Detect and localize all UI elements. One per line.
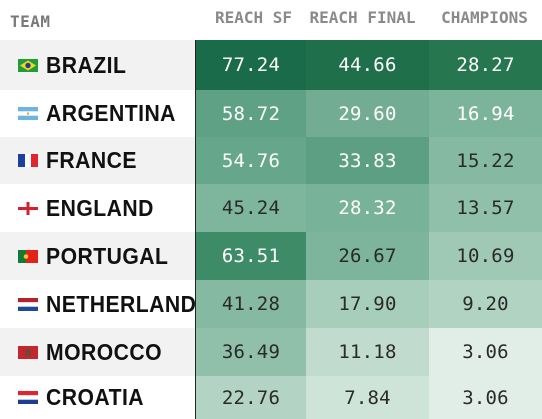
value-cell: 41.28 [196,280,306,328]
value-cell: 36.49 [196,328,306,376]
value-cell: 22.76 [196,376,306,419]
value-cell: 15.22 [429,137,542,184]
team-name: BRAZIL [46,51,127,78]
header-reach-sf: REACH SF [214,8,293,27]
netherlands-flag-icon [18,297,38,311]
argentina-flag-icon [18,107,38,120]
value-cell: 63.51 [196,232,306,280]
team-row: ENGLAND [0,184,195,232]
team-name: ENGLAND [46,194,154,221]
croatia-flag-icon [18,391,38,404]
value-cell: 45.24 [196,184,306,232]
value-cell: 54.76 [196,137,306,184]
team-row: CROATIA [0,376,195,419]
value-cell: 3.06 [429,328,542,376]
team-name: MOROCCO [46,338,163,365]
team-name: CROATIA [46,384,145,410]
value-cell: 26.67 [306,232,429,280]
value-cell: 33.83 [306,137,429,184]
value-cell: 77.24 [196,40,306,90]
value-cell: 11.18 [306,328,429,376]
value-cell: 9.20 [429,280,542,328]
team-row: PORTUGAL [0,232,195,280]
team-row: NETHERLANDS [0,280,210,328]
morocco-flag-icon [18,345,38,359]
header-champions: CHAMPIONS [441,8,528,27]
value-cell: 13.57 [429,184,542,232]
table-header: TEAM REACH SF REACH FINAL CHAMPIONS [0,0,542,40]
value-cell: 7.84 [306,376,429,419]
value-cell: 17.90 [306,280,429,328]
value-cell: 3.06 [429,376,542,419]
brazil-flag-icon [18,58,38,72]
value-cell: 28.32 [306,184,429,232]
value-cell: 44.66 [306,40,429,90]
value-cell: 29.60 [306,90,429,137]
team-row: ARGENTINA [0,90,195,137]
france-flag-icon [18,154,38,167]
team-name: FRANCE [46,147,137,173]
portugal-flag-icon [18,249,38,263]
team-row: FRANCE [0,137,195,184]
team-row: MOROCCO [0,328,195,376]
probability-grid: 77.24 44.66 28.27 58.72 29.60 16.94 54.76 33.83… [196,40,542,419]
team-row: BRAZIL [0,40,195,90]
value-cell: 58.72 [196,90,306,137]
team-column: BRAZIL ARGENTINA FRANCE ENGLAND PORTUGAL NETH… [0,40,210,419]
header-reach-final: REACH FINAL [309,8,416,27]
value-cell: 16.94 [429,90,542,137]
value-cell: 10.69 [429,232,542,280]
team-name: ARGENTINA [46,100,176,126]
team-name: PORTUGAL [46,242,169,269]
england-flag-icon [18,201,38,215]
header-team: TEAM [10,12,51,31]
value-cell: 28.27 [429,40,542,90]
team-name: NETHERLANDS [46,290,211,317]
